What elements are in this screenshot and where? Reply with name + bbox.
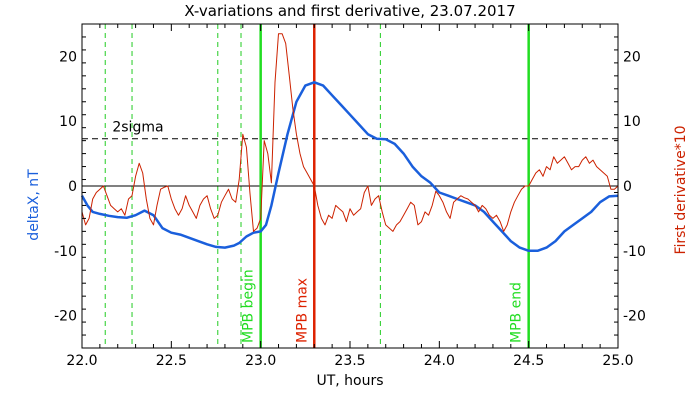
- threshold-label: 2sigma: [112, 120, 163, 136]
- derivative-series-line: [81, 33, 619, 232]
- x-tick-label: 22.0: [66, 353, 97, 369]
- x-tick-label: 23.0: [245, 353, 276, 369]
- right-axis-label: First derivative*10: [673, 125, 689, 254]
- x-tick-label: 24.5: [513, 353, 544, 369]
- y-tick-label-right: -10: [623, 244, 646, 260]
- x-tick-label: 24.0: [424, 353, 455, 369]
- marker-label-mpb-max: MPB max: [294, 278, 310, 343]
- chart-title: X-variations and first derivative, 23.07…: [184, 2, 515, 20]
- plot-area: 2sigma MPB begin MPB max MPB end 22.0 22.5 23.…: [54, 23, 646, 369]
- y-tick-label-left: 20: [59, 49, 77, 65]
- x-tick-label: 23.5: [334, 353, 365, 369]
- x-axis-label: UT, hours: [316, 373, 383, 389]
- y-tick-label-left: 10: [59, 114, 77, 130]
- y-tick-label-left: 0: [68, 179, 77, 195]
- x-tick-label: 25.0: [602, 353, 633, 369]
- y-tick-label-left: -20: [54, 309, 77, 325]
- marker-label-mpb-end: MPB end: [509, 282, 525, 343]
- x-tick-label: 22.5: [156, 353, 187, 369]
- y-tick-label-right: 0: [623, 179, 632, 195]
- y-tick-label-right: 10: [623, 114, 641, 130]
- left-axis-label: deltaX, nT: [26, 169, 42, 241]
- deltax-series-line: [80, 81, 619, 253]
- marker-label-mpb-begin: MPB begin: [241, 269, 257, 343]
- y-tick-label-right: 20: [623, 49, 641, 65]
- y-tick-label-right: -20: [623, 309, 646, 325]
- y-tick-label-left: -10: [54, 244, 77, 260]
